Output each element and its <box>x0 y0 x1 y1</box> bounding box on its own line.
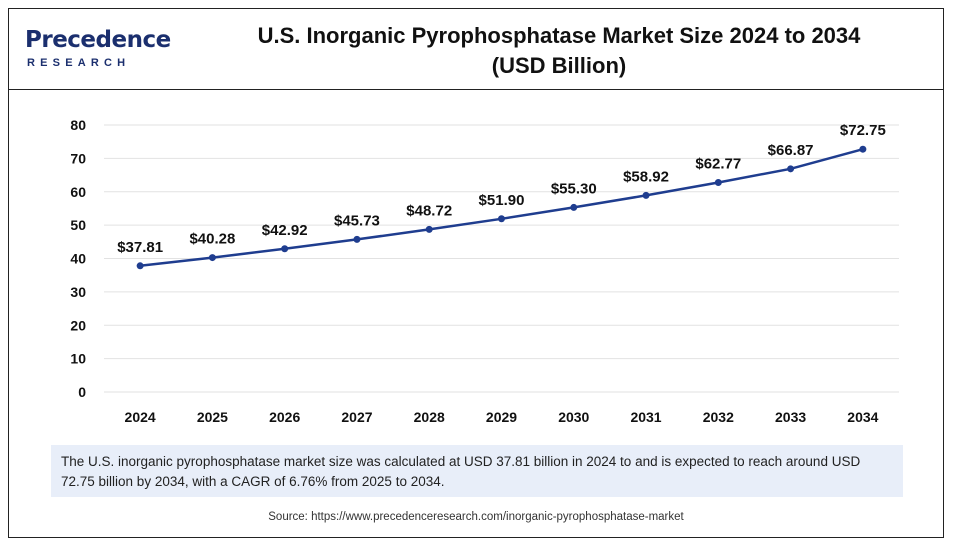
y-tick-label-30: 30 <box>70 284 86 300</box>
y-tick-label-60: 60 <box>70 184 86 200</box>
data-label-2028: $48.72 <box>406 202 452 219</box>
y-tick-label-10: 10 <box>70 351 86 367</box>
data-label-2027: $45.73 <box>334 212 380 229</box>
x-tick-label-2025: 2025 <box>197 409 228 425</box>
data-point-2028 <box>425 225 433 233</box>
source-citation: Source: https://www.precedenceresearch.c… <box>268 511 684 523</box>
data-label-2032: $62.77 <box>695 156 741 173</box>
data-point-2027 <box>353 235 361 243</box>
data-label-2025: $40.28 <box>189 231 235 248</box>
x-tick-label-2034: 2034 <box>847 409 878 425</box>
summary-note: The U.S. inorganic pyrophosphatase marke… <box>51 445 903 497</box>
infographic-frame: Precedence RESEARCH U.S. Inorganic Pyrop… <box>8 8 944 538</box>
y-tick-label-70: 70 <box>70 150 86 166</box>
data-label-2029: $51.90 <box>479 192 525 209</box>
x-tick-label-2026: 2026 <box>269 409 300 425</box>
data-point-2025 <box>208 254 216 262</box>
data-point-2024 <box>136 262 144 270</box>
chart-title-line2: (USD Billion) <box>491 53 627 78</box>
x-tick-label-2032: 2032 <box>703 409 734 425</box>
x-tick-label-2029: 2029 <box>486 409 517 425</box>
data-label-2026: $42.92 <box>262 222 308 239</box>
y-tick-label-50: 50 <box>70 217 86 233</box>
data-point-2031 <box>642 191 650 199</box>
y-tick-label-20: 20 <box>70 317 86 333</box>
data-point-2034 <box>859 145 867 153</box>
data-point-2030 <box>570 203 578 211</box>
data-point-2026 <box>281 245 289 253</box>
logo-wordmark: Precedence <box>25 27 171 53</box>
x-tick-label-2033: 2033 <box>775 409 806 425</box>
x-tick-label-2024: 2024 <box>125 409 156 425</box>
y-tick-label-0: 0 <box>78 384 86 400</box>
header: Precedence RESEARCH U.S. Inorganic Pyrop… <box>9 9 943 90</box>
data-label-2034: $72.75 <box>840 122 886 139</box>
data-point-2029 <box>498 215 505 223</box>
x-tick-label-2030: 2030 <box>558 409 589 425</box>
chart-title: U.S. Inorganic Pyrophosphatase Market Si… <box>199 21 919 81</box>
data-label-2031: $58.92 <box>623 168 669 185</box>
x-tick-label-2027: 2027 <box>341 409 372 425</box>
data-point-2033 <box>787 165 795 173</box>
data-label-2030: $55.30 <box>551 180 597 197</box>
data-label-2033: $66.87 <box>768 142 814 159</box>
logo-subtext: RESEARCH <box>27 57 131 69</box>
x-tick-label-2031: 2031 <box>630 409 661 425</box>
data-label-2024: $37.81 <box>117 239 163 256</box>
y-tick-label-80: 80 <box>70 117 86 133</box>
y-tick-label-40: 40 <box>70 251 86 267</box>
x-tick-label-2028: 2028 <box>414 409 445 425</box>
precedence-research-logo: Precedence RESEARCH <box>25 27 175 77</box>
data-point-2032 <box>714 179 722 187</box>
chart-title-line1: U.S. Inorganic Pyrophosphatase Market Si… <box>257 23 861 48</box>
